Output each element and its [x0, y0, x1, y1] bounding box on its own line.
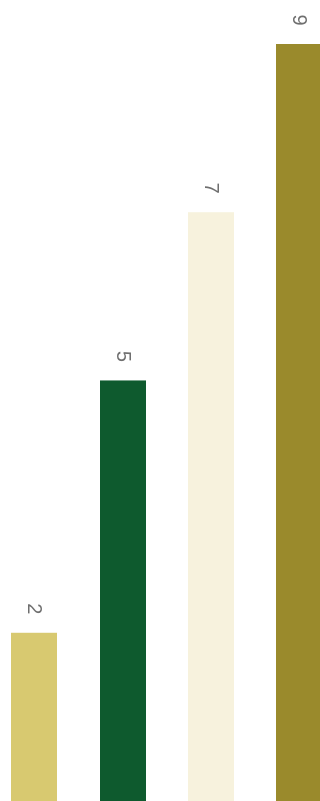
bar-2	[100, 380, 146, 801]
data-label-3: 7	[200, 183, 222, 194]
bar-1	[11, 632, 57, 801]
data-label-2: 5	[112, 351, 134, 362]
bar-4	[276, 44, 320, 801]
data-label-1: 2	[23, 603, 45, 614]
bar-3	[188, 212, 234, 801]
data-label-4: 9	[288, 14, 310, 25]
